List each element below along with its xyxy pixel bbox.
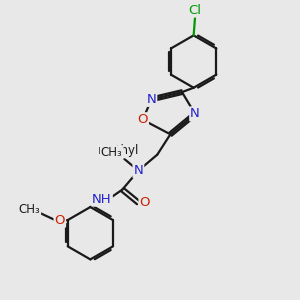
Text: O: O xyxy=(140,196,150,209)
Text: Cl: Cl xyxy=(189,4,202,16)
Text: N: N xyxy=(147,93,156,106)
Text: N: N xyxy=(134,164,143,177)
Text: O: O xyxy=(55,214,65,226)
Text: NH: NH xyxy=(92,193,112,206)
Text: O: O xyxy=(137,113,148,126)
Text: CH₃: CH₃ xyxy=(101,146,122,159)
Text: N: N xyxy=(190,107,200,120)
Text: methyl: methyl xyxy=(98,144,139,158)
Text: CH₃: CH₃ xyxy=(18,203,40,216)
